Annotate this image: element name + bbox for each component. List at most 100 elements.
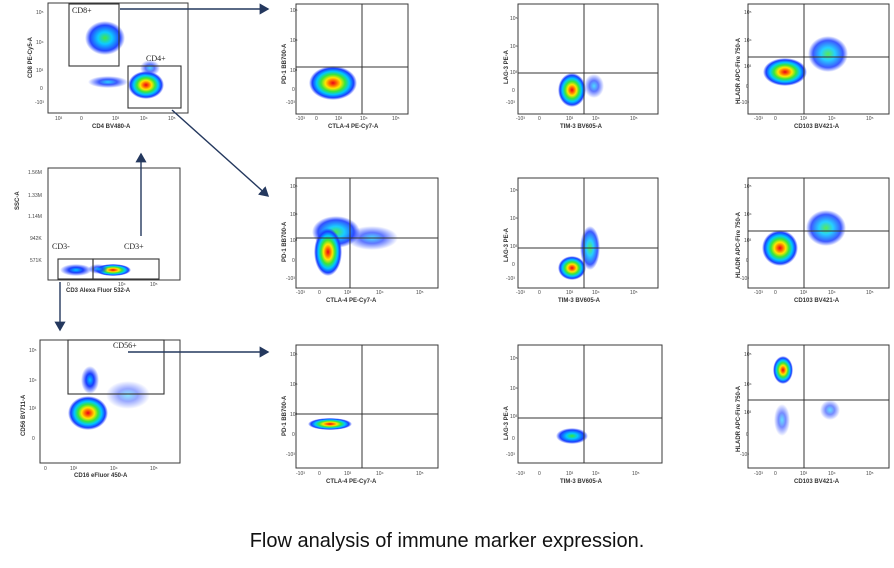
svg-text:-10³: -10³	[286, 452, 295, 458]
density-cloud	[308, 418, 352, 430]
svg-text:10⁵: 10⁵	[416, 290, 424, 296]
svg-text:10³: 10³	[344, 290, 352, 296]
svg-text:-10³: -10³	[740, 276, 749, 282]
svg-text:10⁵: 10⁵	[632, 471, 640, 477]
svg-text:10⁵: 10⁵	[36, 10, 44, 16]
svg-text:10⁴: 10⁴	[140, 116, 148, 122]
svg-text:10⁵: 10⁵	[630, 116, 638, 122]
svg-text:-10³: -10³	[754, 290, 763, 296]
svg-text:0: 0	[512, 88, 515, 94]
svg-text:10⁵: 10⁵	[290, 8, 298, 14]
svg-text:10⁴: 10⁴	[828, 471, 836, 477]
svg-text:10³: 10³	[800, 116, 808, 122]
svg-text:10⁵: 10⁵	[150, 466, 158, 472]
svg-text:10⁵: 10⁵	[290, 184, 298, 190]
density-cloud	[558, 73, 586, 107]
svg-text:10⁵: 10⁵	[168, 116, 176, 122]
svg-text:10³: 10³	[36, 68, 44, 74]
marker-plot-hladr-cd103-cd4: HLADR APC-Fire 750-A CD103 BV421-A 10⁵ 1…	[736, 177, 890, 304]
svg-text:10⁵: 10⁵	[744, 352, 752, 358]
svg-text:10⁴: 10⁴	[592, 471, 600, 477]
x-axis-label: CTLA-4 PE-Cy7-A	[328, 124, 379, 130]
svg-text:10⁴: 10⁴	[36, 40, 44, 46]
svg-text:10⁵: 10⁵	[392, 116, 400, 122]
y-axis-label: LAG-3 PE-A	[504, 227, 510, 262]
svg-text:0: 0	[44, 466, 47, 472]
gating-plot-cd56-vs-cd16: CD56+ CD56 BV711-A CD16 eFluor 450-A 10⁵…	[21, 339, 181, 479]
svg-text:10⁵: 10⁵	[744, 10, 752, 16]
svg-text:10⁴: 10⁴	[592, 116, 600, 122]
svg-text:-10³: -10³	[296, 290, 305, 296]
y-axis-label: LAG-3 PE-A	[504, 405, 510, 440]
svg-text:10³: 10³	[290, 412, 298, 418]
svg-text:0: 0	[318, 290, 321, 296]
svg-text:1.56M: 1.56M	[28, 170, 42, 176]
y-axis-label: SSC-A	[15, 191, 21, 210]
svg-text:0: 0	[318, 471, 321, 477]
x-axis-label: CD103 BV421-A	[794, 124, 840, 130]
svg-text:571K: 571K	[30, 258, 42, 264]
svg-text:0: 0	[746, 432, 749, 438]
svg-text:10³: 10³	[510, 244, 518, 250]
y-axis-label: LAG-3 PE-A	[504, 49, 510, 84]
gate-label-cd8: CD8+	[72, 6, 92, 15]
svg-text:-10³: -10³	[296, 471, 305, 477]
density-cloud	[85, 21, 164, 99]
svg-text:10⁴: 10⁴	[290, 382, 298, 388]
marker-plot-grid: PD-1 BB700-A CTLA-4 PE-Cy7-A 10⁵ 10⁴ 10³…	[282, 3, 890, 485]
svg-text:10⁴: 10⁴	[360, 116, 368, 122]
svg-text:-10³: -10³	[516, 471, 525, 477]
density-cloud	[773, 356, 793, 384]
svg-text:10⁴: 10⁴	[828, 116, 836, 122]
y-tick-labels: 10⁵ 10⁴ 10³ 0 -10³	[35, 10, 44, 106]
x-axis-label: CD3 Alexa Fluor 532-A	[66, 288, 131, 294]
x-axis-label: TIM-3 BV605-A	[560, 124, 603, 130]
svg-text:10³: 10³	[510, 70, 518, 76]
svg-text:10³: 10³	[335, 116, 343, 122]
x-axis-label: CD4 BV480-A	[92, 124, 131, 130]
svg-text:1.33M: 1.33M	[28, 193, 42, 199]
svg-text:-10³: -10³	[296, 116, 305, 122]
y-axis-label: HLADR APC-Fire 750-A	[736, 37, 742, 104]
marker-plot-lag3-tim3-cd56: LAG-3 PE-A TIM-3 BV605-A 10⁵ 10⁴ 10³ 0 -…	[504, 344, 663, 485]
svg-text:-10³: -10³	[754, 116, 763, 122]
y-axis-label: PD-1 BB700-A	[282, 221, 288, 262]
svg-text:0: 0	[774, 116, 777, 122]
cd56-gate[interactable]	[67, 339, 165, 395]
density-cloud	[556, 428, 588, 444]
svg-text:10⁴: 10⁴	[510, 44, 518, 50]
svg-text:0: 0	[774, 471, 777, 477]
svg-text:10⁴: 10⁴	[29, 378, 37, 384]
marker-plot-pd1-ctla4-cd56: PD-1 BB700-A CTLA-4 PE-Cy7-A 10⁵ 10⁴ 10³…	[282, 344, 439, 485]
svg-text:10⁴: 10⁴	[744, 38, 752, 44]
svg-text:10⁵: 10⁵	[744, 184, 752, 190]
figure-caption: Flow analysis of immune marker expressio…	[249, 530, 645, 552]
marker-plot-hladr-cd103-cd8: HLADR APC-Fire 750-A CD103 BV421-A 10⁵ 1…	[736, 3, 890, 130]
svg-text:10³: 10³	[290, 238, 298, 244]
density-cloud	[309, 66, 357, 100]
plot-frame	[47, 2, 189, 114]
svg-text:0: 0	[40, 86, 43, 92]
cd4-gate[interactable]	[127, 65, 182, 109]
svg-text:10⁴: 10⁴	[744, 382, 752, 388]
x-axis-label: CD103 BV421-A	[794, 298, 840, 304]
svg-text:0: 0	[80, 116, 83, 122]
gate-label-cd3-neg: CD3-	[52, 242, 70, 251]
y-axis-label: HLADR APC-Fire 750-A	[736, 385, 742, 452]
svg-text:10³: 10³	[55, 116, 63, 122]
marker-plot-lag3-tim3-cd8: LAG-3 PE-A TIM-3 BV605-A 10⁵ 10⁴ 10³ 0 -…	[504, 3, 659, 130]
figure-canvas: CD8+ CD4+ CD8 PE-Cy5-A CD4 BV480-A 10⁵ 1…	[15, 2, 890, 485]
svg-text:0: 0	[67, 282, 70, 288]
svg-text:10⁴: 10⁴	[510, 216, 518, 222]
svg-text:10³: 10³	[112, 116, 120, 122]
svg-text:-10³: -10³	[740, 100, 749, 106]
svg-text:10³: 10³	[344, 471, 352, 477]
cd3-pos-gate[interactable]	[92, 258, 160, 280]
svg-text:10³: 10³	[566, 116, 574, 122]
svg-text:10³: 10³	[744, 64, 752, 70]
svg-text:10⁵: 10⁵	[29, 348, 37, 354]
cd8-gate[interactable]	[68, 3, 120, 67]
svg-text:-10³: -10³	[506, 100, 515, 106]
marker-plot-lag3-tim3-cd4: LAG-3 PE-A TIM-3 BV605-A 10⁵ 10⁴ 10³ 0 -…	[504, 177, 659, 304]
svg-text:0: 0	[512, 436, 515, 442]
